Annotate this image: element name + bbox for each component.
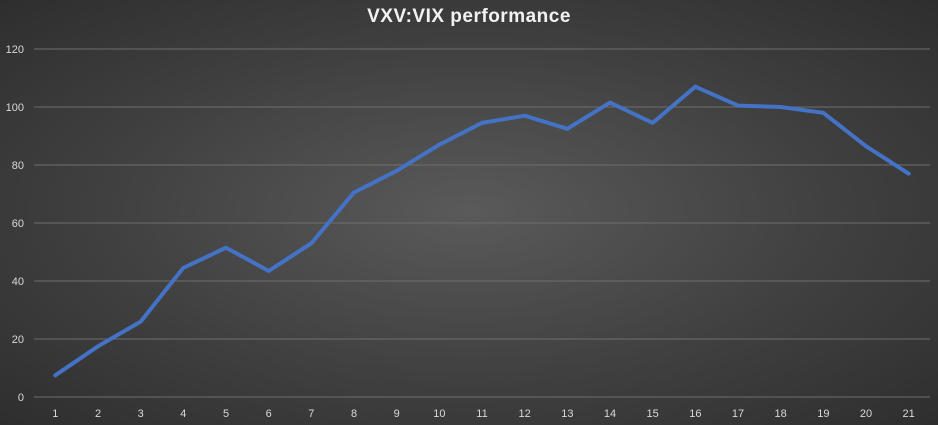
x-tick-label: 6 bbox=[266, 408, 272, 420]
x-tick-label: 11 bbox=[476, 408, 487, 420]
x-tick-label: 16 bbox=[689, 408, 701, 420]
x-tick-label: 18 bbox=[775, 408, 787, 420]
x-tick-label: 13 bbox=[561, 408, 573, 420]
x-tick-label: 21 bbox=[903, 408, 915, 420]
x-tick-label: 14 bbox=[604, 408, 616, 420]
y-axis-tick-labels: 0 20 40 60 80 100 120 bbox=[6, 44, 24, 404]
x-tick-label: 15 bbox=[647, 408, 659, 420]
x-tick-label: 8 bbox=[351, 408, 357, 420]
x-tick-label: 1 bbox=[52, 408, 58, 420]
x-axis-tick-labels: 1 2 3 4 5 6 7 8 9 10 11 12 13 14 15 16 17 18 19 20 21 bbox=[52, 408, 915, 420]
x-tick-label: 20 bbox=[860, 408, 872, 420]
x-tick-label: 2 bbox=[95, 408, 101, 420]
y-tick-label: 80 bbox=[12, 160, 24, 172]
x-tick-label: 4 bbox=[180, 408, 186, 420]
x-tick-label: 3 bbox=[138, 408, 144, 420]
x-tick-label: 5 bbox=[223, 408, 229, 420]
gridlines bbox=[34, 48, 930, 398]
y-tick-label: 0 bbox=[18, 392, 24, 404]
x-tick-label: 7 bbox=[308, 408, 314, 420]
x-tick-label: 12 bbox=[519, 408, 531, 420]
chart-title: VXV:VIX performance bbox=[367, 6, 571, 27]
y-tick-label: 60 bbox=[12, 218, 24, 230]
y-tick-label: 100 bbox=[6, 102, 24, 114]
series-layer bbox=[53, 84, 911, 378]
x-tick-label: 17 bbox=[732, 408, 744, 420]
x-tick-label: 10 bbox=[433, 408, 445, 420]
y-tick-label: 120 bbox=[6, 44, 24, 56]
y-tick-label: 40 bbox=[12, 276, 24, 288]
x-tick-label: 9 bbox=[394, 408, 400, 420]
series-line-0 bbox=[53, 84, 911, 378]
x-tick-label: 19 bbox=[817, 408, 829, 420]
y-tick-label: 20 bbox=[12, 334, 24, 346]
